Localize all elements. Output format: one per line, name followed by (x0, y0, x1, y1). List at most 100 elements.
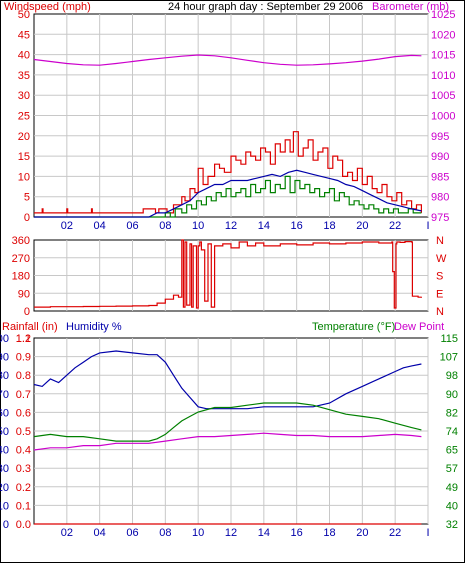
wind-x-tick-label: I (426, 220, 429, 232)
wind-x-tick-label: 02 (61, 220, 73, 232)
wind-y-tick-label: 35 (18, 70, 30, 82)
compass-tick-label: W (436, 253, 447, 265)
wind-x-tick-label: 10 (192, 220, 204, 232)
barometer-tick-label: 995 (431, 131, 449, 143)
wind-x-tick-label: 18 (323, 220, 335, 232)
barometer-tick-label: 1025 (431, 9, 455, 21)
direction-y-tick-label: 180 (12, 271, 30, 283)
compass-tick-label: N (436, 306, 444, 318)
dewpoint-axis-label: Dew Point (394, 321, 444, 333)
wind-direction-line (34, 239, 422, 309)
compass-tick-label: N (436, 235, 444, 247)
wind-gust-line (34, 131, 422, 214)
weather-x-tick-label: 14 (258, 527, 270, 539)
temperature-tick-label: 32 (446, 519, 458, 531)
rainfall-tick-label: 0.0 (16, 519, 31, 531)
barometer-tick-label: 1010 (431, 70, 455, 82)
temperature-axis-label: Temperature (°F) (312, 321, 395, 333)
barometer-tick-label: 990 (431, 151, 449, 163)
rainfall-tick-label: 0.8 (16, 370, 31, 382)
humidity-tick-label: 90 (0, 352, 9, 364)
wind-y-tick-label: 5 (24, 192, 30, 204)
humidity-tick-label: 70 (0, 389, 9, 401)
wind-y-tick-label: 10 (18, 171, 30, 183)
humidity-tick-label: 10 (0, 500, 9, 512)
dew-point-line (33, 432, 422, 451)
rainfall-tick-label: 0.1 (16, 500, 31, 512)
wind-x-tick-label: 16 (291, 220, 303, 232)
weather-x-tick-label: 04 (94, 527, 106, 539)
wind-y-tick-label: 0 (24, 212, 30, 224)
temperature-tick-label: 65 (446, 445, 458, 457)
rainfall-tick-label: 0.2 (16, 482, 31, 494)
humidity-tick-label: 60 (0, 407, 9, 419)
graph-title: 24 hour graph day : September 29 2006 (168, 1, 363, 13)
temperature-tick-label: 57 (446, 463, 458, 475)
temperature-tick-label: 98 (446, 370, 458, 382)
direction-y-tick-label: 360 (12, 235, 30, 247)
weather-x-tick-label: 16 (291, 527, 303, 539)
temperature-tick-label: 107 (440, 352, 458, 364)
wind-y-tick-label: 45 (18, 29, 30, 41)
wind-y-tick-label: 20 (18, 131, 30, 143)
weather-x-tick-label: 22 (389, 527, 401, 539)
barometer-tick-label: 1000 (431, 111, 455, 123)
rainfall-tick-label: 0.9 (16, 352, 31, 364)
temperature-tick-label: 49 (446, 482, 458, 494)
humidity-tick-label: 0 (3, 519, 9, 531)
barometer-line (33, 54, 422, 66)
rainfall-tick-label: 1.2 (16, 333, 31, 345)
barometer-tick-label: 985 (431, 171, 449, 183)
barometer-tick-label: 1005 (431, 90, 455, 102)
humidity-tick-label: 40 (0, 445, 9, 457)
weather-x-tick-label: 20 (356, 527, 368, 539)
humidity-tick-label: 80 (0, 370, 9, 382)
weather-x-tick-label: 10 (192, 527, 204, 539)
rainfall-axis-label: Rainfall (in) (2, 321, 58, 333)
compass-tick-label: E (436, 288, 443, 300)
humidity-axis-label: Humidity % (66, 321, 122, 333)
rainfall-tick-label: 0.4 (16, 445, 31, 457)
compass-tick-label: S (436, 271, 443, 283)
wind-x-tick-label: 20 (356, 220, 368, 232)
weather-x-tick-label: 02 (61, 527, 73, 539)
wind-x-tick-label: 14 (258, 220, 270, 232)
temperature-tick-label: 74 (446, 426, 458, 438)
rainfall-tick-label: 1.1 (16, 333, 31, 345)
wind-y-tick-label: 50 (18, 9, 30, 21)
wind-speed-line (34, 175, 422, 218)
rainfall-tick-label: 0.3 (16, 463, 31, 475)
temperature-tick-label: 82 (446, 407, 458, 419)
barometer-tick-label: 1015 (431, 50, 455, 62)
humidity-tick-label: 100 (0, 333, 9, 345)
wind-y-tick-label: 25 (18, 111, 30, 123)
temperature-line (33, 402, 422, 442)
wind-x-tick-label: 22 (389, 220, 401, 232)
rainfall-tick-label: 0.5 (16, 426, 31, 438)
rainfall-tick-label: 0.7 (16, 389, 31, 401)
direction-y-tick-label: 270 (12, 253, 30, 265)
weather-x-tick-label: 08 (159, 527, 171, 539)
wind-y-tick-label: 15 (18, 151, 30, 163)
wind-x-tick-label: 08 (159, 220, 171, 232)
barometer-tick-label: 980 (431, 192, 449, 204)
direction-y-tick-label: 0 (24, 306, 30, 318)
wind-average-line (34, 169, 422, 218)
temperature-tick-label: 115 (440, 333, 458, 345)
rainfall-tick-label: 0.6 (16, 407, 31, 419)
wind-x-tick-label: 04 (94, 220, 106, 232)
wind-x-tick-label: 12 (225, 220, 237, 232)
weather-x-tick-label: 18 (323, 527, 335, 539)
humidity-tick-label: 20 (0, 482, 9, 494)
temperature-tick-label: 40 (446, 500, 458, 512)
windspeed-axis-label: Windspeed (mph) (4, 1, 91, 13)
humidity-line (33, 350, 422, 410)
wind-y-tick-label: 30 (18, 90, 30, 102)
weather-x-tick-label: 12 (225, 527, 237, 539)
wind-y-tick-label: 40 (18, 50, 30, 62)
humidity-tick-label: 30 (0, 463, 9, 475)
barometer-tick-label: 1020 (431, 29, 455, 41)
weather-x-tick-label: 06 (126, 527, 138, 539)
barometer-axis-label: Barometer (mb) (372, 1, 449, 13)
